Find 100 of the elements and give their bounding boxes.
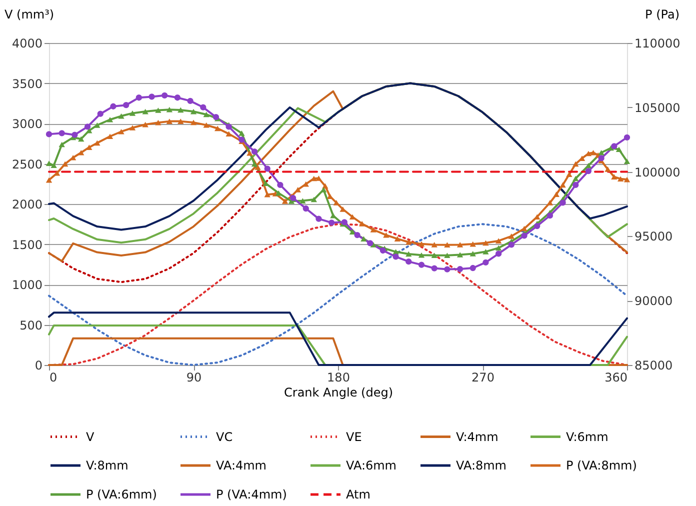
point xyxy=(72,132,78,138)
x-tick-label: 360 xyxy=(604,370,628,384)
point xyxy=(508,242,514,248)
point xyxy=(585,168,592,174)
y-tick-label: 4000 xyxy=(12,36,42,50)
point xyxy=(406,251,412,257)
y2-tick-label: 110000 xyxy=(634,36,680,50)
point xyxy=(495,245,502,251)
point xyxy=(367,240,374,246)
point xyxy=(418,252,425,258)
point xyxy=(406,258,412,265)
point xyxy=(380,247,386,254)
point xyxy=(456,252,464,258)
point xyxy=(276,190,282,196)
point xyxy=(110,103,116,110)
point xyxy=(560,200,566,206)
point xyxy=(178,107,184,113)
point xyxy=(155,108,162,113)
point xyxy=(328,220,335,226)
point xyxy=(187,98,194,104)
point xyxy=(310,196,317,202)
point xyxy=(616,146,622,152)
y-axis-title: V (mm³) xyxy=(4,8,54,22)
point xyxy=(360,236,367,242)
x-tick-label: 180 xyxy=(327,370,350,384)
point xyxy=(431,265,438,272)
legend-label: P (VA:8mm) xyxy=(566,458,637,472)
point xyxy=(302,205,309,212)
point xyxy=(320,187,327,192)
legend-label: VC xyxy=(216,430,233,444)
point xyxy=(129,110,136,116)
x-axis-title: Crank Angle (deg) xyxy=(284,386,393,400)
point xyxy=(572,182,579,188)
point xyxy=(534,222,540,230)
point xyxy=(238,130,245,136)
y2-tick-label: 90000 xyxy=(634,294,673,308)
point xyxy=(316,216,322,222)
legend-label: VA:6mm xyxy=(346,458,396,472)
point xyxy=(482,248,489,254)
line-series xyxy=(48,312,628,366)
y2-axis-title: P (Pa) xyxy=(645,8,680,22)
point xyxy=(482,259,489,266)
point xyxy=(300,198,306,204)
y2-tick-label: 105000 xyxy=(634,100,680,115)
legend-label: Atm xyxy=(346,488,370,502)
y-tick-label: 0 xyxy=(34,358,42,372)
legend-label: P (VA:4mm) xyxy=(216,488,287,502)
point xyxy=(392,254,399,260)
point xyxy=(264,166,270,172)
point xyxy=(290,194,296,202)
point xyxy=(50,162,57,168)
y-tick-label: 2000 xyxy=(12,198,42,212)
y-tick-label: 2500 xyxy=(12,157,42,172)
point xyxy=(598,155,604,162)
point xyxy=(58,130,65,136)
point xyxy=(142,108,148,114)
x-tick-label: 90 xyxy=(186,370,202,384)
point xyxy=(136,94,142,101)
legend-label: V:8mm xyxy=(86,458,128,472)
point xyxy=(122,102,130,108)
point xyxy=(78,136,84,142)
point xyxy=(166,106,172,112)
y2-tick-label: 85000 xyxy=(634,358,673,372)
point xyxy=(598,150,604,156)
point xyxy=(611,143,618,150)
y-tick-label: 3000 xyxy=(12,117,42,131)
point xyxy=(277,182,284,188)
legend-label: VA:4mm xyxy=(216,458,266,472)
point xyxy=(585,162,592,168)
point xyxy=(456,266,464,272)
point xyxy=(251,161,258,167)
point xyxy=(470,251,476,256)
point xyxy=(349,229,356,234)
point xyxy=(546,212,554,219)
point xyxy=(148,94,155,100)
point xyxy=(226,124,232,130)
point xyxy=(46,131,52,138)
legend-label: P (VA:6mm) xyxy=(86,488,157,502)
point xyxy=(58,142,65,148)
point xyxy=(94,122,100,128)
y-tick-label: 3500 xyxy=(12,76,42,91)
line-series xyxy=(48,223,628,366)
y2-tick-label: 95000 xyxy=(634,230,673,244)
legend-label: VE xyxy=(346,430,362,444)
y-tick-label: 500 xyxy=(20,318,42,332)
legend-label: V:4mm xyxy=(456,430,498,444)
point xyxy=(190,108,197,114)
point xyxy=(200,104,206,110)
point xyxy=(444,266,450,272)
y2-tick-label: 100000 xyxy=(634,165,680,180)
point xyxy=(84,124,91,130)
point xyxy=(624,158,630,164)
point xyxy=(470,264,476,272)
legend-label: VA:8mm xyxy=(456,458,506,472)
point xyxy=(251,148,258,155)
point xyxy=(521,232,528,239)
point xyxy=(572,176,579,182)
legend-label: V xyxy=(86,430,95,444)
point xyxy=(418,262,425,268)
point xyxy=(174,94,181,101)
